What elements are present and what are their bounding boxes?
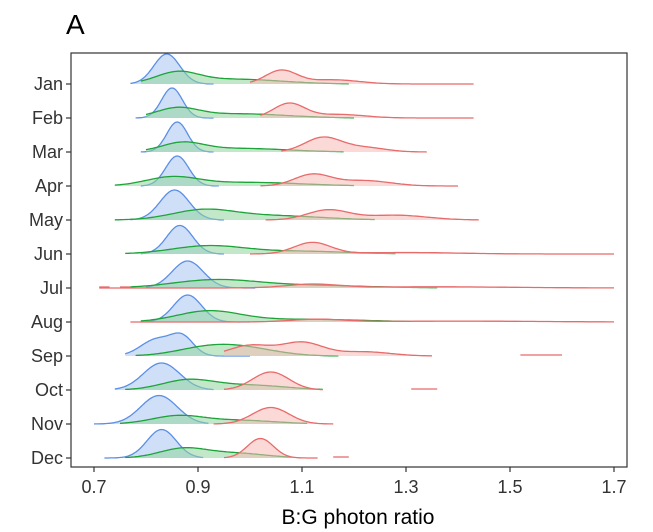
ridge-line-aug-1	[140, 309, 412, 323]
ridge-fill-jul-0	[146, 261, 256, 288]
ridge-line-jul-2	[99, 283, 614, 289]
y-tick-label-feb: Feb	[32, 108, 63, 128]
ridge-line-oct-2	[223, 371, 323, 391]
x-tick-label-4: 1.5	[497, 477, 522, 497]
ridge-fill-mar-1	[146, 141, 344, 152]
x-tick-label-5: 1.7	[601, 477, 626, 497]
y-tick-label-sep: Sep	[31, 346, 63, 366]
ridge-line-may-2	[265, 208, 479, 221]
ridge-fill-dec-2	[224, 438, 318, 458]
ridge-fill-jan-0	[130, 54, 214, 84]
x-axis-title: B:G photon ratio	[282, 506, 435, 529]
plot-panel-border	[70, 52, 628, 468]
y-tick-label-nov: Nov	[31, 414, 63, 434]
ridge-fill-may-0	[130, 190, 224, 220]
ridge-line-mar-2	[281, 136, 427, 153]
x-tick-label-0: 0.7	[81, 477, 106, 497]
ridge-line-aug-2	[130, 318, 614, 323]
ridge-line-jun-2	[249, 241, 614, 255]
ridge-fill-nov-2	[213, 407, 334, 424]
x-tick-label-1: 0.9	[185, 477, 210, 497]
ridge-fill-jan-1	[140, 71, 349, 84]
ridge-fill-jul-2	[99, 284, 614, 288]
ridge-line-apr-2	[260, 173, 458, 187]
ridge-fill-jan-2	[250, 69, 474, 84]
ridge-fill-aug-0	[146, 295, 250, 322]
x-axis: 0.7 0.9 1.1 1.3 1.5 1.7	[81, 467, 627, 497]
ridge-fill-feb-2	[260, 103, 474, 118]
y-tick-label-mar: Mar	[32, 142, 63, 162]
y-tick-label-aug: Aug	[31, 312, 63, 332]
y-tick-label-apr: Apr	[35, 176, 63, 196]
y-tick-label-dec: Dec	[31, 448, 63, 468]
ridge-fill-aug-1	[140, 310, 412, 322]
ridge-line-nov-2	[213, 406, 334, 425]
ridge-layers	[93, 53, 614, 459]
ridge-fill-jun-0	[140, 225, 224, 254]
y-tick-label-jun: Jun	[34, 244, 63, 264]
y-tick-label-oct: Oct	[35, 380, 63, 400]
ridge-fill-mar-0	[140, 122, 214, 152]
ridge-fill-oct-2	[224, 372, 323, 390]
y-tick-label-may: May	[29, 210, 63, 230]
ridge-fill-apr-2	[260, 173, 458, 186]
x-tick-label-3: 1.3	[393, 477, 418, 497]
x-tick-label-2: 1.1	[289, 477, 314, 497]
y-tick-label-jan: Jan	[34, 74, 63, 94]
panel-label: A	[66, 9, 85, 40]
ridge-fill-jun-2	[250, 242, 614, 254]
ridge-line-jan-2	[249, 69, 474, 85]
ridge-line-feb-2	[260, 102, 474, 119]
ridge-line-sep-2	[223, 341, 433, 357]
y-axis: Jan Feb Mar Apr May Jun Jul Aug Sep Oct Nov Dec	[29, 74, 71, 468]
ridge-fill-mar-2	[281, 137, 427, 152]
ridge-line-dec-2	[223, 437, 318, 459]
y-tick-label-jul: Jul	[40, 278, 63, 298]
